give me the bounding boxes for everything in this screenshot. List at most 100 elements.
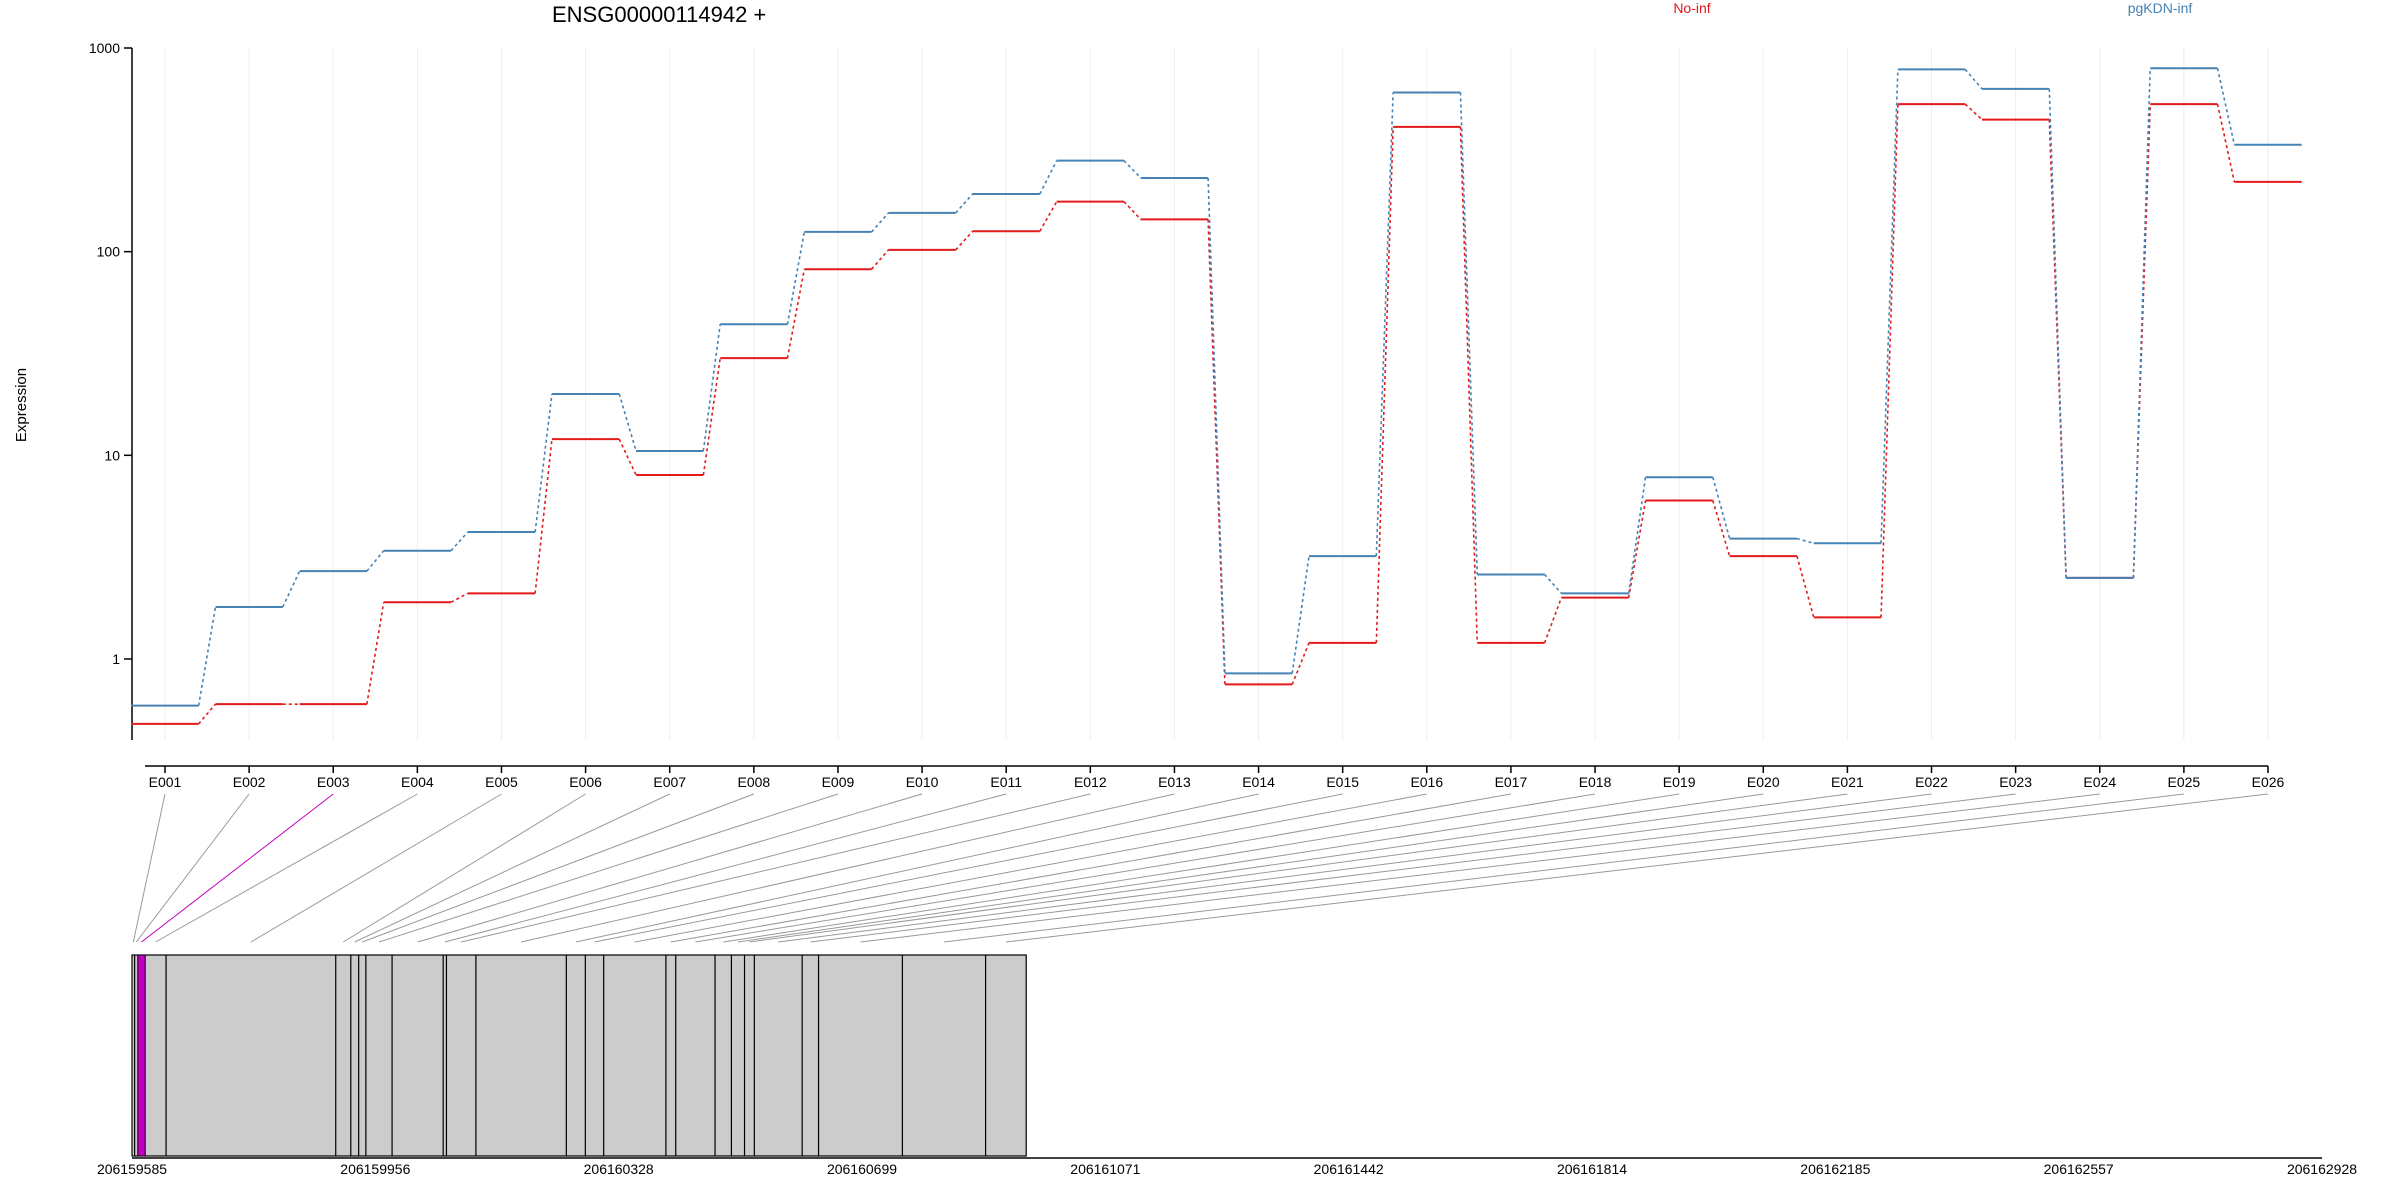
transition-line <box>955 230 974 251</box>
exon-connectors <box>132 793 2269 943</box>
coordinate-label: 206159585 <box>97 1161 167 1177</box>
x-tick-label: E015 <box>1326 774 1359 790</box>
transition-line <box>871 249 890 270</box>
axes: 1 10 100 1000 E001 E002 E003 E004 E005 E006 E007 E0… <box>89 40 2285 790</box>
coordinate-label: 206161071 <box>1070 1161 1140 1177</box>
transition-line <box>282 570 301 608</box>
exon-connector <box>132 793 166 943</box>
transition-line <box>1123 201 1142 220</box>
exon-connector <box>737 793 1764 943</box>
transition-line <box>1964 68 1983 90</box>
exon-connector <box>634 793 1427 943</box>
transition-line <box>1796 555 1815 618</box>
x-tick-label: E012 <box>1074 774 1107 790</box>
transition-line <box>955 193 974 214</box>
transition-line <box>1712 500 1731 557</box>
exon-connector <box>723 793 1680 943</box>
exon-connector <box>575 793 1259 943</box>
transition-line <box>1375 92 1394 557</box>
y-tick-label: 100 <box>97 244 121 260</box>
coordinate-label: 206162557 <box>2044 1161 2114 1177</box>
transition-line <box>534 393 553 533</box>
y-tick-label: 10 <box>104 447 120 463</box>
transition-line <box>366 550 385 572</box>
coordinate-label: 206161442 <box>1314 1161 1384 1177</box>
transition-line <box>871 212 890 233</box>
x-tick-label: E026 <box>2252 774 2285 790</box>
legend-entry: No-inf <box>1673 0 1710 16</box>
exon-connector <box>1005 793 2269 943</box>
transition-line <box>450 592 469 603</box>
exon-connector <box>943 793 2184 943</box>
x-tick-label: E025 <box>2168 774 2201 790</box>
transition-line <box>702 324 721 452</box>
transition-line <box>1712 477 1731 539</box>
transition-line <box>1291 642 1310 685</box>
exon-connector <box>521 793 1175 943</box>
exon-connector <box>594 793 1343 943</box>
transition-line <box>1459 92 1479 575</box>
x-tick-label: E008 <box>737 774 770 790</box>
exon-connector <box>354 793 670 943</box>
transition-line <box>1123 160 1142 179</box>
chart-title: ENSG00000114942 + <box>552 2 766 27</box>
exon-connector <box>135 793 250 943</box>
exon-connector <box>378 793 839 943</box>
transition-line <box>1543 597 1563 644</box>
y-tick-label: 1000 <box>89 40 120 56</box>
transition-line <box>1796 537 1814 545</box>
exon-connector <box>461 793 1091 943</box>
x-tick-label: E011 <box>990 774 1022 790</box>
transition-line <box>2048 88 2067 578</box>
exon-connector <box>444 793 1007 943</box>
coordinate-label: 206161814 <box>1557 1161 1627 1177</box>
transition-line <box>618 438 637 476</box>
coordinate-label: 206159956 <box>340 1161 410 1177</box>
legend-entry: pgKDN-inf <box>2128 0 2193 16</box>
gene-model: 206159585 206159956 206160328 206160699 2061… <box>97 954 2357 1177</box>
coordinate-label: 206160699 <box>827 1161 897 1177</box>
x-tick-label: E013 <box>1158 774 1191 790</box>
transition-line <box>1459 126 1479 643</box>
series-pgkdn-inf <box>131 67 2302 707</box>
exon-connector <box>695 793 1596 943</box>
transition-line <box>2216 68 2236 145</box>
exon-connector <box>141 793 334 943</box>
transition-line <box>1207 219 1226 685</box>
transition-line <box>1039 201 1058 232</box>
transition-line <box>534 439 553 594</box>
y-tick-label: 1 <box>112 651 120 667</box>
exon-connector <box>670 793 1512 943</box>
transition-line <box>2132 68 2152 578</box>
series-layer <box>131 67 2302 725</box>
x-tick-label: E002 <box>233 774 266 790</box>
x-tick-label: E018 <box>1579 774 1612 790</box>
transition-line <box>1039 160 1058 195</box>
legend: No-inf pgKDN-inf <box>1673 0 2192 16</box>
exon-connector <box>343 793 586 943</box>
x-tick-label: E009 <box>822 774 855 790</box>
x-tick-label: E007 <box>653 774 686 790</box>
transition-line <box>366 602 385 705</box>
transition-line <box>1207 177 1226 674</box>
transition-line <box>1375 126 1394 643</box>
x-tick-label: E024 <box>2083 774 2116 790</box>
transition-line <box>1291 555 1310 674</box>
x-tick-label: E010 <box>906 774 939 790</box>
transition-line <box>198 703 217 725</box>
x-tick-label: E003 <box>317 774 350 790</box>
transition-line <box>1880 69 1899 544</box>
exon-connector <box>810 793 2016 943</box>
exon-block <box>131 954 1027 1157</box>
exon-connector <box>362 793 755 943</box>
transition-line <box>1880 104 1899 618</box>
grid-lines <box>164 48 2269 740</box>
transition-line <box>1964 103 1983 121</box>
coordinate-label: 206160328 <box>584 1161 654 1177</box>
transition-line <box>2132 104 2152 578</box>
exon-connector <box>749 793 1848 943</box>
x-tick-label: E014 <box>1242 774 1275 790</box>
exon-connector <box>778 793 1932 943</box>
transition-line <box>450 531 469 552</box>
